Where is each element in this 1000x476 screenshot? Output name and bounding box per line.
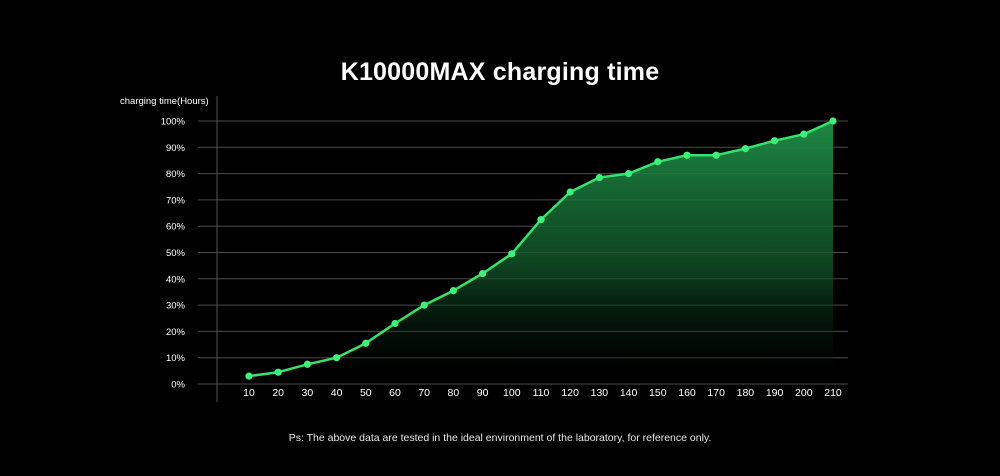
data-point [712,151,720,159]
x-tick-label: 60 [389,387,401,399]
x-tick-label: 160 [678,387,696,399]
data-point [625,170,633,178]
y-tick-label: 20% [166,327,186,338]
data-point [829,117,837,125]
x-tick-label: 100 [503,387,521,399]
x-tick-label: 150 [649,387,667,399]
x-tick-labels: 10 20 30 40 50 60 70 80 90 100 110 120 130 140 150 160 1… [243,387,842,399]
data-point [771,137,779,145]
area-fill [249,121,833,384]
data-point [362,339,370,347]
y-tick-label: 50% [166,248,186,259]
data-point [479,269,487,278]
data-point [508,250,516,258]
y-tick-label: 30% [166,301,186,312]
y-tick-label: 100% [161,117,186,128]
x-tick-label: 90 [477,387,489,399]
y-tick-labels: 0% 10% 20% 30% 40% 50% 60% 70% 80% 90% 100% [161,117,186,391]
data-point [274,368,282,376]
data-point [245,372,253,380]
y-tick-label: 60% [166,222,186,233]
x-tick-label: 40 [331,387,343,399]
y-axis-label: charging time(Hours) [120,96,209,107]
x-tick-label: 190 [766,387,784,399]
y-tick-label: 80% [166,169,186,180]
x-tick-label: 50 [360,387,372,399]
y-tick-label: 10% [166,353,186,364]
y-tick-label: 0% [171,380,185,391]
x-tick-label: 80 [448,387,460,399]
data-point [537,216,545,224]
data-point [741,145,750,153]
data-point [654,158,662,166]
x-tick-label: 70 [418,387,430,399]
x-tick-label: 10 [243,387,255,399]
data-point [683,151,691,159]
x-tick-label: 180 [737,387,755,399]
x-tick-label: 170 [707,387,725,399]
chart-title: K10000MAX charging time [340,58,660,86]
footnote: Ps: The above data are tested in the ide… [288,432,712,444]
data-point [333,354,341,362]
data-point [420,301,428,309]
x-tick-label: 130 [591,387,609,399]
data-point [449,287,457,295]
x-tick-label: 20 [272,387,284,399]
y-tick-label: 90% [166,143,186,154]
x-tick-label: 140 [620,387,638,399]
x-tick-label: 30 [302,387,314,399]
data-points [245,117,837,380]
x-tick-label: 120 [561,387,579,399]
y-tick-label: 70% [166,195,186,206]
y-tick-label: 40% [166,274,186,285]
data-point [303,360,311,368]
x-tick-label: 210 [824,387,842,399]
data-point [391,319,399,328]
data-point [800,130,808,138]
x-tick-label: 200 [795,387,813,399]
data-point [566,188,574,196]
x-tick-label: 110 [533,387,550,399]
data-point [595,173,604,182]
